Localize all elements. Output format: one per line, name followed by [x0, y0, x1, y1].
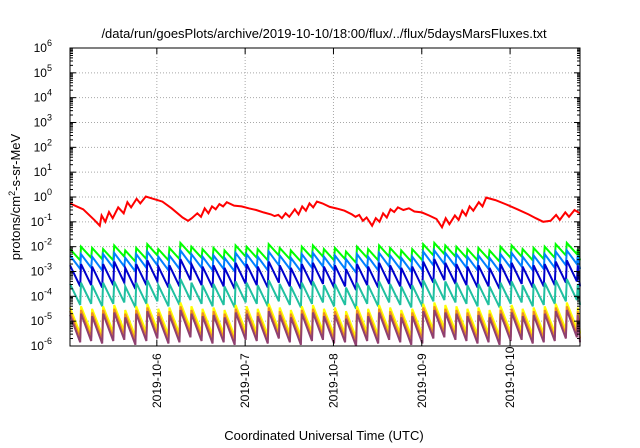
- y-tick-label: 10-6: [31, 336, 52, 353]
- y-tick-label: 10-3: [31, 262, 52, 279]
- y-axis: 10-6 10-5 10-4 10-3 10-2 10-1 100 101 102 103 104 1…: [31, 38, 580, 353]
- y-tick-label: 100: [34, 187, 52, 204]
- x-tick-label: 2019-10-8: [326, 353, 340, 408]
- series-line-4: [69, 258, 581, 291]
- grid-lines: [70, 48, 580, 346]
- series-line-8: [69, 309, 581, 347]
- series-line-3: [69, 247, 581, 276]
- y-tick-label: 10-2: [31, 237, 52, 254]
- y-tick-label: 101: [34, 162, 52, 179]
- y-axis-title-rest: -s-sr-MeV: [8, 133, 23, 190]
- series-layer: [69, 195, 581, 347]
- y-axis-title-base: protons/cm: [8, 196, 23, 260]
- y-tick-label: 10-1: [31, 212, 52, 229]
- y-tick-label: 10-4: [31, 286, 52, 303]
- x-tick-label: 2019-10-10: [503, 346, 517, 408]
- x-tick-label: 2019-10-7: [238, 353, 252, 408]
- y-tick-label: 10-5: [31, 311, 52, 328]
- y-tick-label: 103: [34, 113, 52, 130]
- x-axis: 2019-10-6 2019-10-7 2019-10-8 2019-10-9 2019…: [150, 48, 517, 408]
- y-axis-title: protons/cm2-s-sr-MeV: [7, 133, 23, 260]
- y-tick-label: 102: [34, 137, 52, 154]
- y-tick-label: 106: [34, 38, 52, 55]
- x-axis-title: Coordinated Universal Time (UTC): [224, 428, 423, 443]
- x-tick-label: 2019-10-6: [150, 353, 164, 408]
- x-tick-label: 2019-10-9: [415, 353, 429, 408]
- y-axis-title-sup: 2: [7, 191, 17, 196]
- y-tick-label: 105: [34, 63, 52, 80]
- chart-title: /data/run/goesPlots/archive/2019-10-10/1…: [101, 26, 547, 41]
- series-line-1: [69, 195, 581, 230]
- series-line-5: [69, 278, 581, 310]
- y-tick-label: 104: [34, 88, 52, 105]
